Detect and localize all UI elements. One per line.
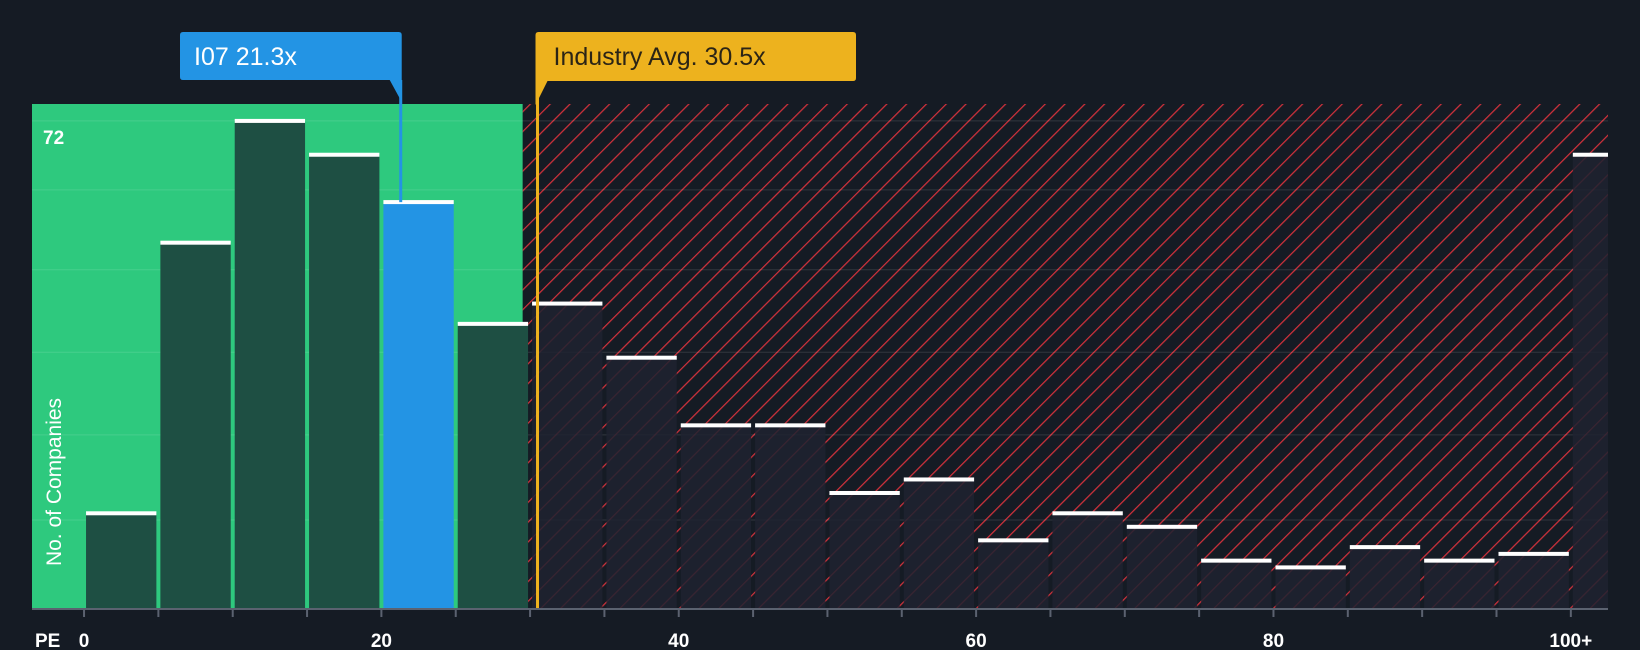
histogram-bar-cap <box>829 490 900 495</box>
histogram-bar-cap <box>457 321 529 326</box>
histogram-bar <box>1424 560 1495 608</box>
histogram-bar-cap <box>1201 558 1272 563</box>
histogram-bar-cap <box>903 477 975 482</box>
histogram-bar <box>457 323 529 608</box>
histogram-bar <box>680 425 752 608</box>
histogram-bar-cap <box>86 511 157 516</box>
x-tick-label: 60 <box>966 631 987 650</box>
histogram-bar <box>309 154 380 608</box>
histogram-bar-cap <box>1052 511 1123 516</box>
x-tick-label: 0 <box>79 631 90 650</box>
histogram-bar-cap <box>383 200 454 205</box>
histogram-bar <box>1498 553 1569 608</box>
histogram-bar <box>160 242 231 608</box>
histogram-bar-cap <box>309 152 380 157</box>
histogram-bar-cap <box>1572 152 1608 157</box>
histogram-bar-cap <box>680 423 752 428</box>
company-marker: I07 21.3x <box>180 32 403 203</box>
histogram-bar-cap <box>532 301 603 306</box>
histogram-bar <box>1349 547 1421 608</box>
histogram-bar-cap <box>1349 545 1421 550</box>
histogram-bar-cap <box>1126 524 1198 529</box>
histogram-bar <box>903 479 975 608</box>
y-axis-label: No. of Companies <box>43 398 66 566</box>
industry-average-callout <box>535 32 856 105</box>
industry-average-label: Industry Avg. 30.5x <box>554 43 767 71</box>
histogram-bar-cap <box>755 423 826 428</box>
histogram-bar-cap <box>606 355 677 360</box>
histogram-bar <box>532 303 603 608</box>
histogram-bar-highlighted <box>383 202 454 608</box>
x-tick-label: 100+ <box>1549 631 1592 650</box>
histogram-bar-cap <box>160 240 231 245</box>
histogram-bar-cap <box>978 538 1049 543</box>
histogram-bar <box>755 425 826 608</box>
histogram-bar-cap <box>1275 565 1346 570</box>
x-tick-label: 40 <box>668 631 689 650</box>
histogram-bar <box>1052 513 1123 608</box>
histogram-bar <box>86 513 157 608</box>
company-callout <box>180 32 402 102</box>
y-max-label: 72 <box>43 128 64 149</box>
histogram-bar-cap <box>1424 558 1495 563</box>
histogram-bar <box>829 492 900 608</box>
x-axis-label: PE <box>35 631 60 650</box>
histogram-bar-cap <box>234 118 306 123</box>
industry-average-marker: Industry Avg. 30.5x <box>535 32 856 608</box>
histogram-bars <box>86 118 1608 608</box>
company-callout-label: I07 21.3x <box>194 43 297 71</box>
histogram-bar <box>1201 560 1272 608</box>
histogram-bar <box>1572 154 1608 608</box>
histogram-bar <box>1275 567 1346 608</box>
histogram-bar <box>1126 526 1198 608</box>
histogram-bar-cap <box>1498 551 1569 556</box>
x-tick-label: 20 <box>371 631 392 650</box>
histogram-bar <box>978 540 1049 608</box>
histogram-bar <box>234 120 306 608</box>
x-axis: 0 20 40 60 80 100+ <box>32 608 1608 650</box>
histogram-bar <box>606 357 677 608</box>
x-tick-label: 80 <box>1263 631 1284 650</box>
